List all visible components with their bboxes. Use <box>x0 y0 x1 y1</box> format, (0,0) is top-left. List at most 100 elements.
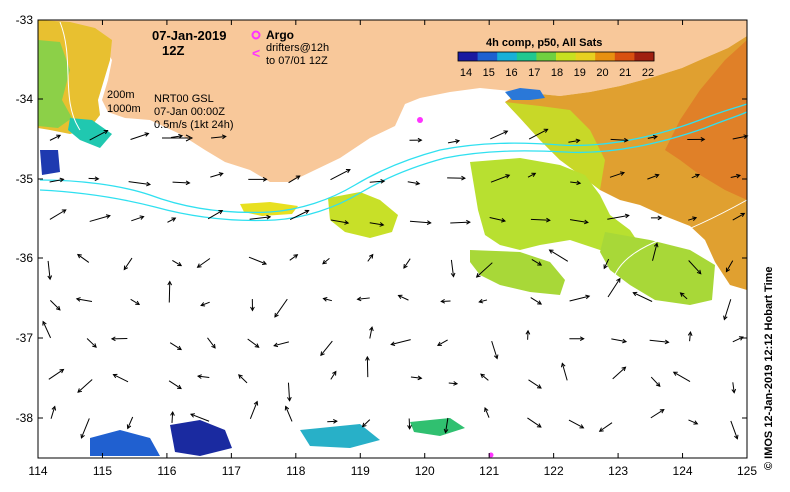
sst-south-cyan <box>300 424 380 448</box>
velocity-arrow <box>327 419 338 424</box>
velocity-arrow <box>440 298 451 304</box>
colorbar-tick-label: 14 <box>460 67 472 79</box>
colorbar-segment <box>516 52 537 61</box>
velocity-arrow <box>123 257 133 271</box>
velocity-arrow <box>248 176 268 182</box>
velocity-arrow <box>725 260 734 273</box>
velocity-arrow <box>274 298 288 318</box>
velocity-arrow <box>448 381 459 386</box>
colorbar-outline <box>457 51 655 62</box>
velocity-arrow <box>170 133 184 139</box>
velocity-arrow <box>289 209 310 220</box>
velocity-arrow <box>672 371 691 382</box>
velocity-arrow <box>447 175 466 181</box>
argo-float-marker-south <box>488 452 494 458</box>
colorbar-segment <box>497 52 518 61</box>
sst-colorbar: 14 15 16 17 18 19 20 21 22 <box>457 51 655 79</box>
velocity-arrow <box>126 416 134 430</box>
colorbar-tick-label: 20 <box>596 67 608 79</box>
velocity-arrow <box>607 277 621 298</box>
velocity-arrow <box>249 400 259 419</box>
colorbar-segment <box>458 52 479 61</box>
lat-tick-label: -35 <box>16 172 34 186</box>
velocity-arrow <box>530 217 551 223</box>
velocity-arrow <box>322 257 330 265</box>
velocity-arrow <box>288 175 301 184</box>
lat-tick-label: -37 <box>16 331 34 345</box>
sst-patch-3 <box>600 232 715 305</box>
velocity-arrow <box>112 373 129 383</box>
velocity-arrow <box>86 338 97 348</box>
velocity-arrow <box>569 219 589 225</box>
velocity-arrow <box>443 417 449 434</box>
velocity-arrow <box>130 298 141 306</box>
velocity-arrow <box>650 376 661 388</box>
map-date: 07-Jan-2019 <box>152 28 226 43</box>
velocity-arrow <box>49 177 65 183</box>
velocity-arrow <box>49 300 61 311</box>
velocity-arrow <box>320 340 333 357</box>
sst-nearshore-blue <box>505 88 545 100</box>
velocity-arrow <box>131 215 145 222</box>
sst-west-coast-cyan <box>68 118 112 148</box>
velocity-arrow <box>731 382 737 394</box>
velocity-arrow <box>130 132 150 140</box>
velocity-arrow <box>397 294 409 301</box>
velocity-arrow <box>172 259 183 267</box>
velocity-arrow <box>322 297 333 302</box>
lon-tick-label: 116 <box>157 464 176 478</box>
white-contour-west <box>59 21 81 131</box>
velocity-arrow <box>289 254 299 261</box>
velocity-arrow <box>367 253 374 262</box>
velocity-arrow <box>649 339 670 345</box>
velocity-arrow <box>47 260 53 281</box>
velocity-arrow <box>730 420 739 440</box>
scale-arrow-head <box>185 134 194 142</box>
velocity-arrow <box>80 418 90 439</box>
velocity-arrow <box>688 216 698 221</box>
velocity-arrow <box>284 405 293 422</box>
velocity-arrow <box>89 129 109 141</box>
colorbar-tick-label: 17 <box>528 67 540 79</box>
velocity-arrow <box>167 280 173 303</box>
velocity-arrow <box>450 219 471 225</box>
velocity-arrow <box>77 379 93 393</box>
velocity-arrow <box>611 338 628 344</box>
lon-tick-label: 118 <box>286 464 305 478</box>
velocity-arrow <box>652 242 659 261</box>
map-time: 12Z <box>162 43 184 58</box>
velocity-arrow <box>196 258 211 268</box>
contour-200m-label: 200m <box>107 89 135 101</box>
map-frame <box>37 19 748 459</box>
colorbar-tick-label: 18 <box>551 67 563 79</box>
imos-credit: © IMOS 12-Jan-2019 12:12 Hobart Time <box>763 266 775 470</box>
velocity-arrow <box>409 220 432 225</box>
sst-south-green <box>410 418 465 436</box>
velocity-arrow <box>330 370 337 380</box>
valid-time-label: 07-Jan 00:00Z <box>154 106 225 118</box>
colorbar-tick-label: 21 <box>619 67 631 79</box>
velocity-arrow <box>489 216 507 223</box>
colorbar-segment <box>634 52 655 61</box>
velocity-arrow <box>172 180 191 186</box>
velocity-arrow <box>196 374 210 379</box>
velocity-arrow <box>410 375 423 381</box>
latitude-axis: -33 -34 -35 -36 -37 -38 <box>16 13 747 425</box>
drifters-label-line1: drifters@12h <box>266 42 329 54</box>
velocity-arrow <box>490 174 511 183</box>
velocity-arrow <box>273 341 289 348</box>
velocity-arrow <box>250 299 255 312</box>
velocity-arrow <box>207 337 216 349</box>
colorbar-tick-label: 15 <box>483 67 495 79</box>
velocity-arrow <box>390 339 411 347</box>
velocity-arrow <box>647 173 660 180</box>
velocity-arrow <box>569 336 585 342</box>
drifters-label-line2: to 07/01 12Z <box>266 55 328 67</box>
velocity-arrow <box>730 173 742 179</box>
colorbar-segment <box>575 52 596 61</box>
velocity-arrow <box>480 373 489 381</box>
velocity-arrows <box>42 128 749 440</box>
product-label: NRT00 GSL <box>154 93 214 105</box>
drifter-legend-icon: < <box>252 45 260 61</box>
